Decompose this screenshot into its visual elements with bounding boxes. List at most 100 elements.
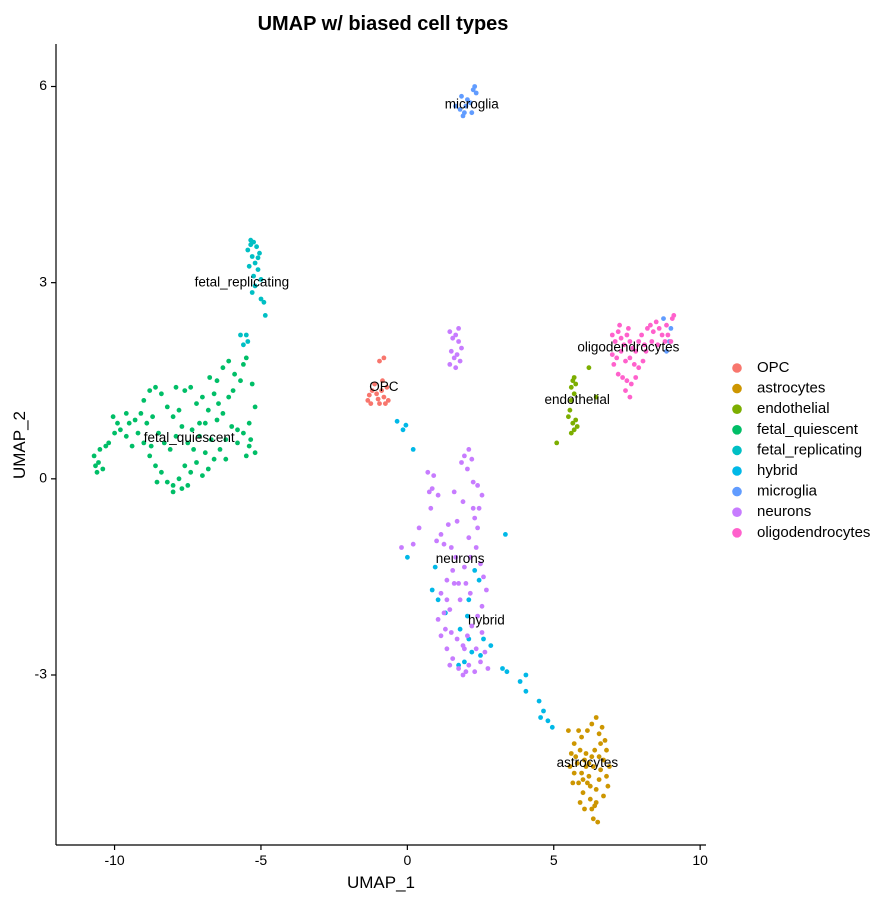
point-oligodendrocytes-5 [624, 332, 630, 338]
point-neurons-7 [454, 352, 460, 357]
point-OPC-1 [366, 392, 372, 398]
point-fetal_quiescent-92 [189, 427, 195, 433]
point-hybrid-23 [536, 698, 542, 704]
point-fetal_quiescent-65 [173, 433, 179, 439]
y-tick-label-3: 6 [39, 77, 47, 93]
point-fetal_replicating-20 [248, 237, 254, 243]
point-astrocytes-30 [586, 760, 592, 766]
point-microglia-11 [472, 84, 478, 89]
point-fetal_quiescent-66 [179, 424, 185, 429]
point-astrocytes-49 [582, 757, 587, 763]
point-neurons-36 [456, 581, 461, 586]
point-fetal_quiescent-26 [211, 391, 217, 397]
point-fetal_quiescent-1 [93, 463, 98, 469]
point-fetal_quiescent-91 [115, 420, 120, 426]
point-astrocytes-32 [570, 780, 576, 786]
point-neurons-45 [469, 623, 475, 629]
point-neurons-59 [482, 649, 488, 655]
point-neurons-1 [450, 335, 456, 341]
point-oligodendrocytes-36 [633, 375, 639, 380]
cluster-label-OPC: OPC [369, 379, 399, 394]
point-oligodendrocytes-8 [633, 348, 639, 354]
point-fetal_quiescent-17 [159, 391, 164, 397]
point-hybrid-21 [523, 672, 529, 678]
point-fetal_quiescent-35 [252, 404, 258, 410]
point-fetal_quiescent-68 [191, 447, 197, 452]
point-fetal_quiescent-70 [202, 420, 208, 426]
point-fetal_quiescent-47 [200, 473, 205, 478]
point-hybrid-19 [500, 666, 505, 671]
point-astrocytes-25 [599, 724, 605, 730]
point-endothelial-15 [554, 440, 560, 446]
y-tick-label-1: 0 [39, 470, 47, 486]
legend-key-microglia [732, 486, 742, 497]
point-fetal_replicating-21 [255, 255, 261, 261]
point-astrocytes-7 [580, 790, 586, 796]
point-neurons-65 [438, 590, 444, 596]
point-neurons-33 [453, 554, 459, 560]
point-neurons-27 [472, 515, 478, 521]
point-fetal_quiescent-12 [132, 417, 138, 423]
point-hybrid-31 [465, 613, 470, 619]
point-fetal_quiescent-10 [123, 433, 129, 439]
point-oligodendrocytes-10 [639, 332, 644, 338]
point-fetal_quiescent-64 [167, 447, 173, 452]
point-fetal_quiescent-84 [154, 479, 160, 485]
point-fetal_quiescent-74 [226, 394, 232, 400]
point-fetal_quiescent-89 [207, 375, 213, 380]
point-neurons-82 [447, 662, 453, 668]
point-fetal_quiescent-6 [103, 443, 109, 449]
point-neurons-83 [473, 646, 479, 652]
point-oligodendrocytes-43 [655, 342, 661, 348]
point-fetal_quiescent-42 [229, 424, 235, 429]
point-hybrid-16 [478, 653, 483, 658]
legend-label-microglia: microglia [757, 483, 818, 500]
point-fetal_quiescent-24 [200, 394, 205, 400]
cluster-label-neurons: neurons [436, 551, 485, 566]
point-microglia-4 [467, 100, 473, 106]
point-astrocytes-46 [579, 770, 584, 776]
cluster-labels-layer: OPC astrocytes endothelial fetal_quiescent f… [144, 96, 680, 769]
point-neurons-50 [443, 626, 448, 632]
point-fetal_quiescent-4 [100, 466, 106, 472]
legend-label-oligodendrocytes: oligodendrocytes [757, 524, 870, 541]
legend-key-fetal_quiescent [732, 425, 742, 435]
point-endothelial-8 [573, 417, 579, 423]
point-endothelial-5 [567, 407, 573, 413]
point-astrocytes-19 [605, 783, 611, 789]
point-oligodendrocytes-29 [631, 362, 637, 367]
point-oligodendrocytes-26 [618, 348, 624, 354]
point-hybrid-0 [394, 418, 400, 424]
point-astrocytes-29 [573, 754, 579, 760]
point-fetal_quiescent-75 [173, 384, 179, 390]
point-oligodendrocytes-0 [609, 332, 615, 338]
point-neurons-81 [463, 669, 469, 675]
point-neurons-67 [447, 607, 453, 612]
point-oligodendrocytes-42 [643, 348, 649, 354]
point-oligodendrocytes-2 [615, 329, 621, 335]
x-tick-label-3: 5 [550, 852, 558, 868]
point-oligodendrocytes-9 [636, 339, 642, 344]
chart-title: UMAP w/ biased cell types [258, 13, 509, 35]
point-astrocytes-41 [593, 800, 599, 805]
point-hybrid-22 [523, 688, 529, 694]
point-neurons-5 [448, 348, 454, 354]
point-neurons-44 [475, 613, 480, 619]
point-microglia-3 [465, 97, 470, 102]
point-astrocytes-28 [579, 734, 584, 740]
point-astrocytes-39 [585, 780, 590, 786]
point-OPC-2 [369, 388, 375, 393]
point-oligodendrocytes-33 [620, 375, 625, 380]
point-hybrid-27 [549, 724, 555, 730]
point-fetal_quiescent-60 [144, 420, 150, 426]
point-oligodendrocytes-40 [617, 322, 622, 328]
point-neurons-71 [399, 545, 404, 550]
point-neurons-18 [459, 460, 464, 465]
point-oligodendrocytes-27 [623, 358, 628, 364]
point-astrocytes-4 [577, 747, 583, 753]
point-fetal_quiescent-79 [202, 450, 208, 456]
point-fetal_quiescent-62 [156, 430, 161, 436]
point-fetal_quiescent-50 [182, 463, 188, 469]
point-astrocytes-43 [567, 764, 573, 769]
